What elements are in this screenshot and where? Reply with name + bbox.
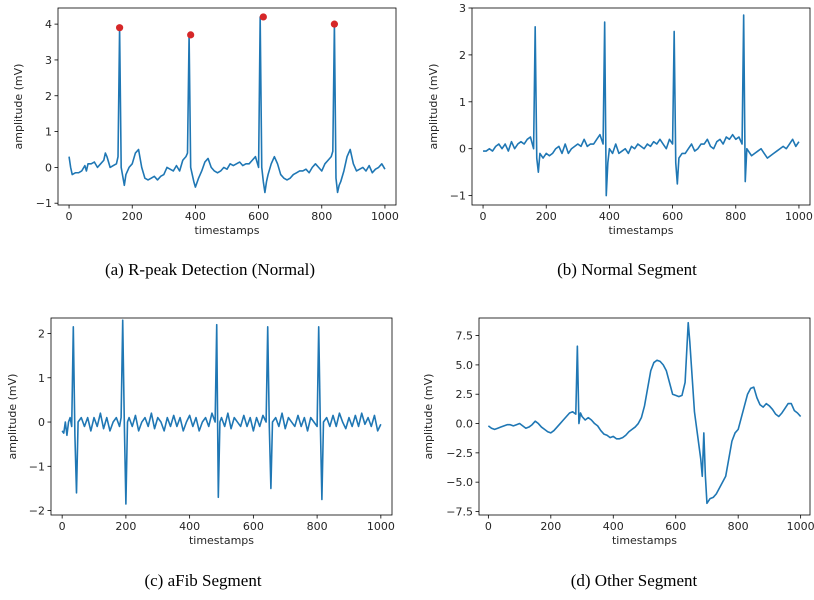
y-tick-label: −2.5 [446,447,473,460]
y-tick-label: 4 [45,18,52,31]
x-tick-label: 1000 [787,520,814,533]
series-line [68,16,386,194]
series-line [487,321,802,505]
x-tick-label: 1000 [371,210,399,223]
x-tick-label: 600 [243,520,264,533]
y-tick-label: 0 [38,416,45,429]
axes-frame [478,317,811,516]
y-axis-label: amplitude (mV) [422,374,435,460]
x-axis-label: timestamps [194,224,259,237]
x-axis-label: timestamps [189,534,254,547]
y-tick-label: 2 [45,90,52,103]
y-tick-label: 3 [45,54,52,67]
figure-caption: (d) Other Segment [571,571,698,590]
y-tick-label: 5.0 [456,359,474,372]
x-tick-label: 600 [662,210,683,223]
x-tick-label: 200 [122,210,143,223]
y-tick-label: −1 [36,197,52,210]
x-tick-label: 200 [115,520,136,533]
plot-area [479,318,810,515]
x-tick-label: 1000 [367,520,395,533]
y-tick-label: 3 [459,2,466,15]
axes-frame [57,7,397,206]
x-tick-label: 400 [599,210,620,223]
x-axis-label: timestamps [612,534,677,547]
y-axis-label: amplitude (mV) [6,374,19,460]
chart-panel-3: 0 200 400 600 800 1000 −2 −1 0 1 2 timestamps amplit… [6,317,395,590]
y-axis-label: amplitude (mV) [427,64,440,150]
x-tick-label: 1000 [785,210,813,223]
plot-area [58,8,396,205]
x-tick-label: 400 [185,210,206,223]
y-tick-label: 0 [45,161,52,174]
plot-area [51,318,392,515]
r-peak-marker [187,31,195,39]
y-tick-label: 2 [459,49,466,62]
y-tick-label: 1 [38,372,45,385]
x-tick-label: 800 [311,210,332,223]
y-tick-label: −2 [29,505,45,518]
x-tick-label: 800 [307,520,328,533]
chart-panel-2: 0 200 400 600 800 1000 −1 0 1 2 3 timestamps amplitu… [427,2,813,279]
y-tick-label: −1 [450,190,466,203]
y-tick-label: −7.5 [446,505,473,518]
x-tick-label: 200 [540,520,561,533]
plot-area [472,8,810,205]
x-tick-label: 200 [536,210,557,223]
x-tick-label: 0 [485,520,492,533]
x-tick-label: 600 [665,520,686,533]
y-tick-label: 1 [45,126,52,139]
x-tick-label: 0 [66,210,73,223]
axes-frame [50,317,393,516]
y-tick-label: 2 [38,327,45,340]
r-peak-marker [330,20,339,28]
figure-caption: (a) R-peak Detection (Normal) [105,260,315,279]
series-line [61,319,382,505]
y-tick-label: 7.5 [456,330,474,343]
chart-panel-1: 0 200 400 600 800 1000 −1 0 1 2 3 4 timestamps amplit… [12,7,399,279]
axes-frame [471,7,811,206]
x-tick-label: 0 [480,210,487,223]
y-axis-label: amplitude (mV) [12,64,25,150]
y-tick-label: 1 [459,96,466,109]
figure-caption: (c) aFib Segment [144,571,261,590]
x-tick-label: 400 [603,520,624,533]
y-tick-label: −1 [29,460,45,473]
x-axis-label: timestamps [608,224,673,237]
x-tick-label: 800 [728,520,749,533]
figure-caption: (b) Normal Segment [557,260,697,279]
y-tick-label: 2.5 [456,388,474,401]
y-tick-label: 0.0 [456,418,474,431]
y-tick-label: −5.0 [446,476,473,489]
x-tick-label: 0 [59,520,66,533]
x-tick-label: 400 [179,520,200,533]
x-tick-label: 600 [248,210,269,223]
r-peak-marker [259,13,267,21]
series-line [483,14,800,197]
r-peak-marker [115,24,124,32]
chart-panel-4: 0 200 400 600 800 1000 −7.5 −5.0 −2.5 0.0 2.5 5.0 7.… [422,317,814,590]
y-tick-label: 0 [459,143,466,156]
x-tick-label: 800 [725,210,746,223]
